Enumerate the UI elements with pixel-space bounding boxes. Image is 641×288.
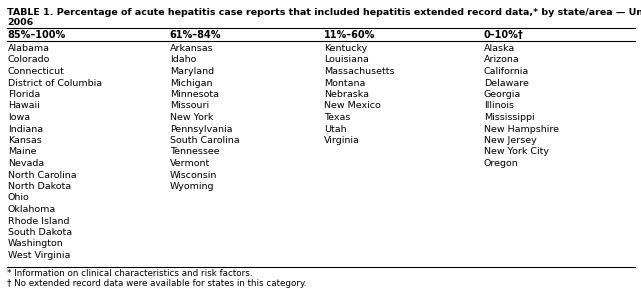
Text: Oklahoma: Oklahoma bbox=[8, 205, 56, 214]
Text: North Carolina: North Carolina bbox=[8, 170, 76, 179]
Text: New York City: New York City bbox=[484, 147, 549, 156]
Text: New Hampshire: New Hampshire bbox=[484, 124, 559, 134]
Text: Montana: Montana bbox=[324, 79, 365, 88]
Text: Delaware: Delaware bbox=[484, 79, 529, 88]
Text: Tennessee: Tennessee bbox=[170, 147, 219, 156]
Text: Florida: Florida bbox=[8, 90, 40, 99]
Text: Michigan: Michigan bbox=[170, 79, 212, 88]
Text: New Jersey: New Jersey bbox=[484, 136, 537, 145]
Text: Iowa: Iowa bbox=[8, 113, 30, 122]
Text: Wyoming: Wyoming bbox=[170, 182, 214, 191]
Text: District of Columbia: District of Columbia bbox=[8, 79, 102, 88]
Text: Missouri: Missouri bbox=[170, 101, 209, 111]
Text: Arkansas: Arkansas bbox=[170, 44, 213, 53]
Text: Maryland: Maryland bbox=[170, 67, 214, 76]
Text: Minnesota: Minnesota bbox=[170, 90, 219, 99]
Text: Nebraska: Nebraska bbox=[324, 90, 369, 99]
Text: California: California bbox=[484, 67, 529, 76]
Text: North Dakota: North Dakota bbox=[8, 182, 71, 191]
Text: Idaho: Idaho bbox=[170, 56, 196, 65]
Text: Oregon: Oregon bbox=[484, 159, 519, 168]
Text: 11%–60%: 11%–60% bbox=[324, 30, 375, 40]
Text: † No extended record data were available for states in this category.: † No extended record data were available… bbox=[7, 278, 306, 287]
Text: New Mexico: New Mexico bbox=[324, 101, 381, 111]
Text: Massachusetts: Massachusetts bbox=[324, 67, 394, 76]
Text: South Carolina: South Carolina bbox=[170, 136, 240, 145]
Text: Ohio: Ohio bbox=[8, 194, 29, 202]
Text: * Information on clinical characteristics and risk factors.: * Information on clinical characteristic… bbox=[7, 270, 253, 278]
Text: Vermont: Vermont bbox=[170, 159, 210, 168]
Text: 61%–84%: 61%–84% bbox=[170, 30, 221, 40]
Text: Indiana: Indiana bbox=[8, 124, 43, 134]
Text: Maine: Maine bbox=[8, 147, 36, 156]
Text: TABLE 1. Percentage of acute hepatitis case reports that included hepatitis exte: TABLE 1. Percentage of acute hepatitis c… bbox=[7, 8, 641, 17]
Text: Mississippi: Mississippi bbox=[484, 113, 535, 122]
Text: Alaska: Alaska bbox=[484, 44, 515, 53]
Text: 2006: 2006 bbox=[7, 18, 33, 27]
Text: Arizona: Arizona bbox=[484, 56, 520, 65]
Text: Virginia: Virginia bbox=[324, 136, 360, 145]
Text: Connecticut: Connecticut bbox=[8, 67, 65, 76]
Text: South Dakota: South Dakota bbox=[8, 228, 72, 237]
Text: Louisiana: Louisiana bbox=[324, 56, 369, 65]
Text: Washington: Washington bbox=[8, 240, 63, 249]
Text: Hawaii: Hawaii bbox=[8, 101, 40, 111]
Text: New York: New York bbox=[170, 113, 213, 122]
Text: West Virginia: West Virginia bbox=[8, 251, 70, 260]
Text: Utah: Utah bbox=[324, 124, 346, 134]
Text: Wisconsin: Wisconsin bbox=[170, 170, 217, 179]
Text: Rhode Island: Rhode Island bbox=[8, 217, 69, 226]
Text: Illinois: Illinois bbox=[484, 101, 514, 111]
Text: Kentucky: Kentucky bbox=[324, 44, 367, 53]
Text: Kansas: Kansas bbox=[8, 136, 42, 145]
Text: Georgia: Georgia bbox=[484, 90, 521, 99]
Text: Colorado: Colorado bbox=[8, 56, 50, 65]
Text: Pennsylvania: Pennsylvania bbox=[170, 124, 233, 134]
Text: Texas: Texas bbox=[324, 113, 350, 122]
Text: Nevada: Nevada bbox=[8, 159, 44, 168]
Text: Alabama: Alabama bbox=[8, 44, 50, 53]
Text: 85%–100%: 85%–100% bbox=[8, 30, 66, 40]
Text: 0–10%†: 0–10%† bbox=[484, 30, 524, 40]
